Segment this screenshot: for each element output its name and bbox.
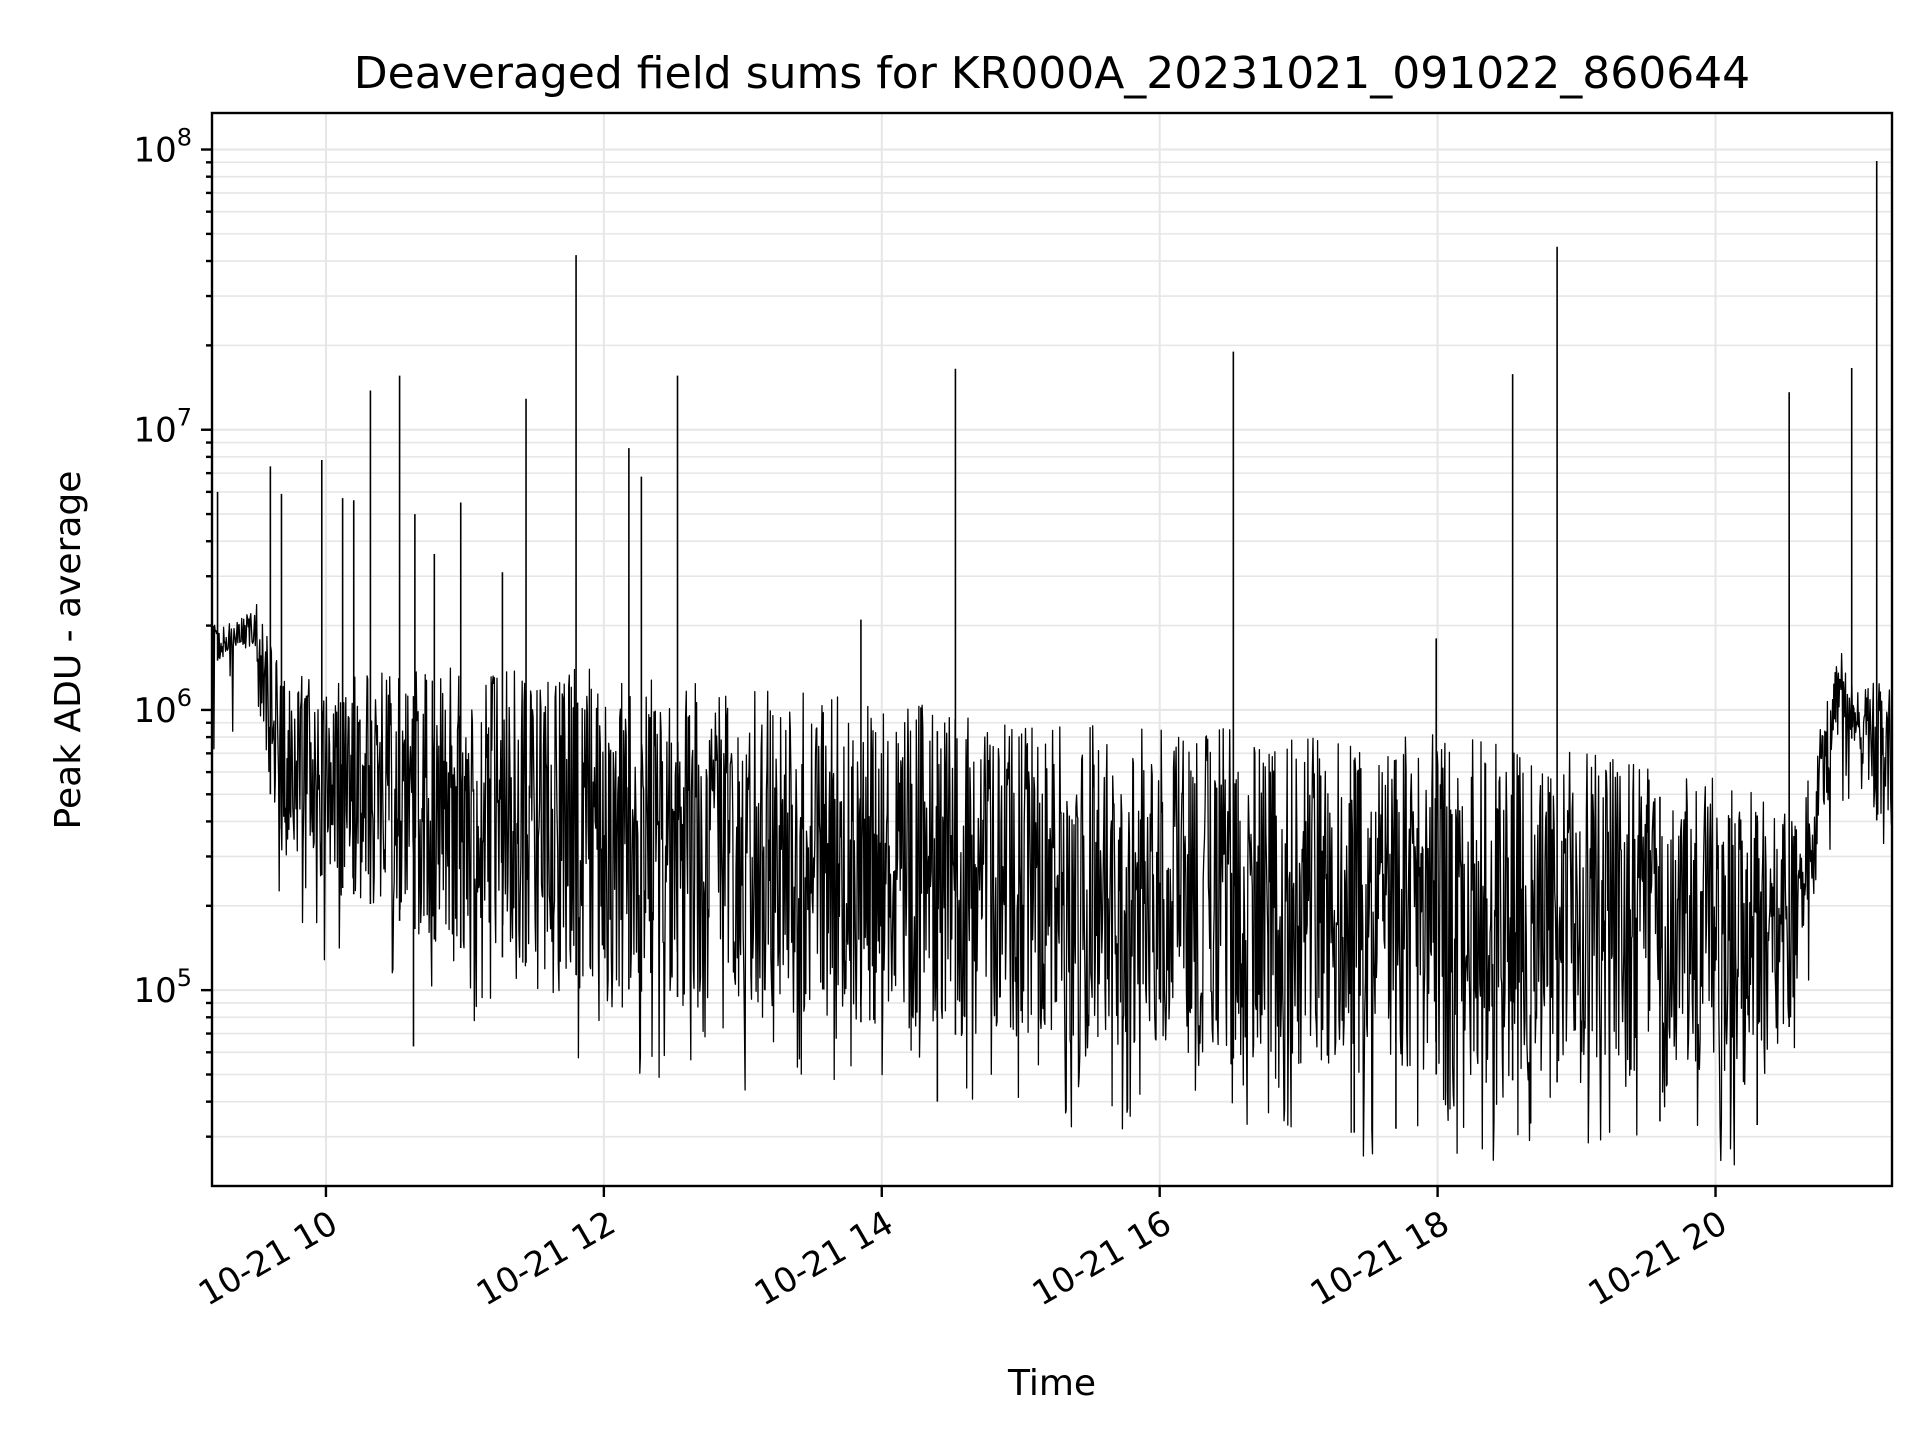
x-tick-label: 10-21 10: [192, 1203, 344, 1314]
plot-area: 105 106 107 108 10-21 10 10-21 12 10-21 14 10-2…: [133, 111, 1894, 1314]
y-axis-label: Peak ADU - average: [48, 471, 89, 830]
x-axis-label: Time: [1007, 1363, 1096, 1404]
x-tick-label: 10-21 14: [748, 1203, 900, 1314]
chart-title: Deaveraged field sums for KR000A_2023102…: [354, 48, 1750, 99]
data-layer: [211, 160, 1893, 1166]
y-tick-label: 105: [133, 964, 192, 1011]
x-tick-label: 10-21 12: [470, 1203, 622, 1314]
x-tick-label: 10-21 20: [1582, 1203, 1734, 1314]
x-tick-label: 10-21 18: [1304, 1203, 1456, 1314]
y-tick-label: 107: [133, 404, 192, 451]
plot-frame: [210, 111, 1894, 1188]
series-line: [211, 604, 1893, 1166]
x-tick-label: 10-21 16: [1026, 1203, 1178, 1314]
y-tick-label: 106: [133, 684, 192, 731]
y-tick-label: 108: [133, 124, 192, 171]
